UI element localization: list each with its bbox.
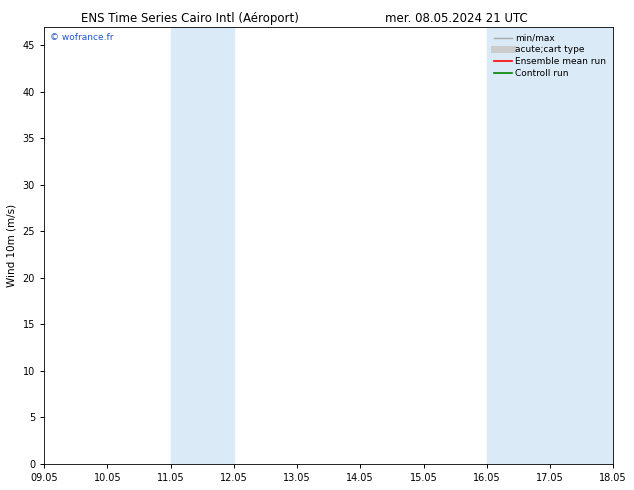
Text: © wofrance.fr: © wofrance.fr	[49, 33, 113, 42]
Bar	[171, 26, 234, 464]
Text: mer. 08.05.2024 21 UTC: mer. 08.05.2024 21 UTC	[385, 12, 528, 25]
Legend: min/max, acute;cart type, Ensemble mean run, Controll run: min/max, acute;cart type, Ensemble mean …	[491, 31, 609, 80]
Y-axis label: Wind 10m (m/s): Wind 10m (m/s)	[7, 204, 17, 287]
Text: ENS Time Series Cairo Intl (Aéroport): ENS Time Series Cairo Intl (Aéroport)	[81, 12, 299, 25]
Bar	[487, 26, 613, 464]
